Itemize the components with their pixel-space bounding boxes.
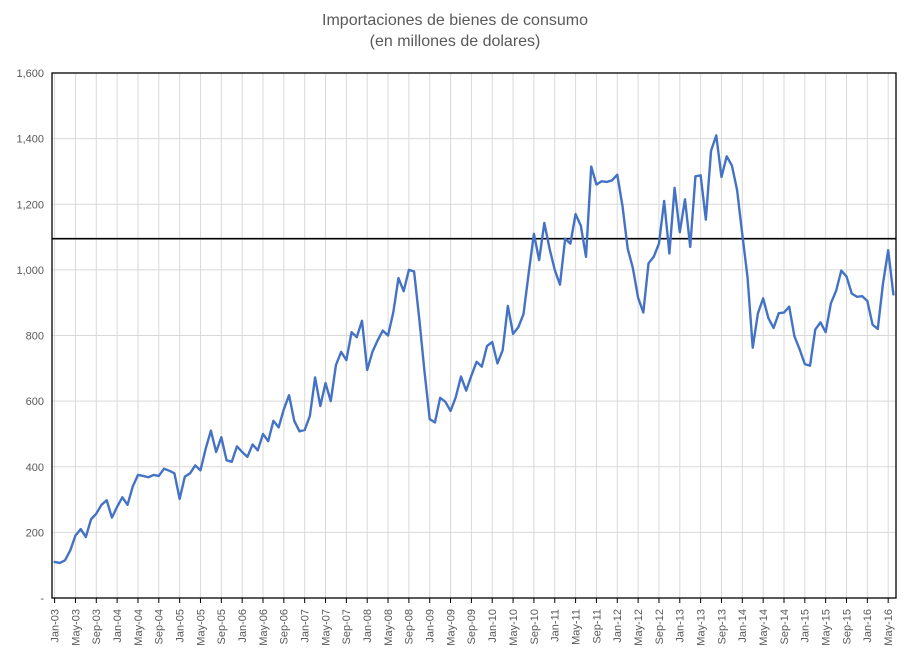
chart-title: Importaciones de bienes de consumo (en m… xyxy=(0,10,910,52)
y-axis-label: 200 xyxy=(26,527,44,539)
x-axis-label: Jan-10 xyxy=(487,609,499,643)
x-axis-label: Jan-12 xyxy=(612,609,624,643)
x-axis-label: Jan-03 xyxy=(49,609,61,643)
x-axis-label: Jan-04 xyxy=(112,609,124,643)
chart-title-sub: (en millones de dolares) xyxy=(369,33,541,50)
y-axis-label: 1,600 xyxy=(16,68,44,80)
y-axis-label: - xyxy=(40,593,44,605)
plot-border xyxy=(51,72,897,599)
y-axis-label: 1,200 xyxy=(16,199,44,211)
y-axis-label: 1,000 xyxy=(16,265,44,277)
x-axis-label: Jan-16 xyxy=(862,609,874,643)
y-axis-label: 400 xyxy=(26,462,44,474)
x-axis-label: May-09 xyxy=(445,609,457,646)
x-axis-label: Sep-15 xyxy=(841,609,853,644)
x-axis-label: May-11 xyxy=(570,609,582,645)
x-axis-label: Sep-06 xyxy=(279,609,291,644)
x-axis-label: Jan-08 xyxy=(362,609,374,643)
x-axis-label: Sep-12 xyxy=(654,609,666,644)
x-axis-label: Sep-13 xyxy=(716,609,728,644)
x-axis-label: May-16 xyxy=(883,609,895,646)
x-axis-label: Sep-07 xyxy=(341,609,353,644)
chart-title-main: Importaciones de bienes de consumo xyxy=(322,12,588,29)
x-axis-label: Sep-11 xyxy=(591,609,603,644)
x-axis-label: Sep-10 xyxy=(529,609,541,644)
x-axis-label: Jan-07 xyxy=(300,609,312,643)
y-axis-label: 600 xyxy=(26,396,44,408)
x-axis-label: May-05 xyxy=(195,609,207,646)
x-axis-label: May-15 xyxy=(821,609,833,646)
x-axis-label: May-13 xyxy=(695,609,707,646)
x-axis-label: May-06 xyxy=(258,609,270,646)
x-axis-label: Jan-11 xyxy=(550,609,562,642)
x-axis-label: May-03 xyxy=(70,609,82,646)
x-axis-label: Sep-08 xyxy=(404,609,416,644)
x-axis-label: Jan-09 xyxy=(425,609,437,643)
y-axis-label: 1,400 xyxy=(16,134,44,146)
x-axis-label: Sep-05 xyxy=(216,609,228,644)
x-axis-label: Jan-05 xyxy=(174,609,186,643)
x-axis-label: Sep-04 xyxy=(154,609,166,644)
x-axis-label: Sep-03 xyxy=(91,609,103,644)
y-axis-label: 800 xyxy=(26,331,44,343)
x-axis-label: May-12 xyxy=(633,609,645,646)
x-axis-label: May-07 xyxy=(320,609,332,646)
x-axis-label: Sep-14 xyxy=(779,609,791,644)
x-axis-label: Sep-09 xyxy=(466,609,478,644)
x-axis-label: May-10 xyxy=(508,609,520,646)
x-axis-label: Jan-13 xyxy=(675,609,687,643)
x-axis-label: May-04 xyxy=(133,609,145,646)
x-axis-label: May-14 xyxy=(758,609,770,646)
imports-series-line xyxy=(53,134,895,565)
x-axis-label: Jan-06 xyxy=(237,609,249,643)
x-axis-label: May-08 xyxy=(383,609,395,646)
x-axis-label: Jan-15 xyxy=(800,609,812,643)
x-axis-label: Jan-14 xyxy=(737,609,749,643)
